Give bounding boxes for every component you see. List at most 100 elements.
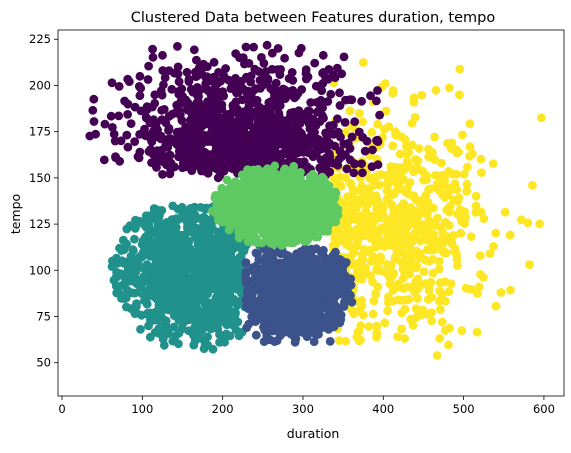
data-point xyxy=(111,272,121,282)
data-point xyxy=(318,50,328,60)
data-point xyxy=(410,113,420,122)
data-point xyxy=(177,202,187,212)
data-point xyxy=(471,208,481,217)
data-point xyxy=(157,277,167,287)
data-point xyxy=(436,305,445,315)
data-point xyxy=(251,248,261,258)
data-point xyxy=(440,193,450,202)
data-point xyxy=(321,317,331,327)
data-point xyxy=(360,262,370,272)
data-point xyxy=(418,195,428,204)
data-point xyxy=(298,328,308,337)
data-point xyxy=(158,50,167,60)
data-point xyxy=(217,183,227,193)
data-point xyxy=(295,174,305,184)
data-point xyxy=(252,201,261,210)
data-point xyxy=(298,197,307,207)
data-point xyxy=(271,265,281,275)
data-point xyxy=(116,281,126,291)
data-point xyxy=(466,232,476,242)
data-point xyxy=(369,192,379,202)
data-point xyxy=(402,141,411,151)
data-point xyxy=(115,156,125,166)
data-point xyxy=(341,95,350,105)
data-point xyxy=(433,213,442,223)
data-point xyxy=(203,340,213,350)
data-point xyxy=(299,226,309,236)
data-point xyxy=(132,308,142,318)
data-point xyxy=(458,130,467,140)
data-point xyxy=(120,96,129,106)
data-point xyxy=(411,304,421,313)
data-point xyxy=(399,227,409,237)
data-point xyxy=(359,310,368,320)
data-point xyxy=(347,297,357,307)
data-point xyxy=(159,105,169,114)
data-point xyxy=(295,269,304,279)
data-point xyxy=(246,110,256,120)
x-tick-label: 400 xyxy=(372,402,394,416)
data-point xyxy=(126,119,136,128)
data-point xyxy=(328,158,338,168)
data-point xyxy=(358,117,367,127)
data-point xyxy=(434,296,444,306)
data-point xyxy=(99,155,109,165)
data-point xyxy=(350,214,360,224)
data-point xyxy=(381,171,391,180)
data-point xyxy=(296,43,306,53)
data-point xyxy=(400,304,410,314)
data-point xyxy=(441,296,450,306)
data-point xyxy=(342,164,352,174)
data-point xyxy=(362,223,372,233)
data-point xyxy=(157,115,167,125)
data-point xyxy=(174,339,183,349)
data-point xyxy=(236,76,246,86)
data-point xyxy=(364,322,374,331)
data-point xyxy=(463,162,472,172)
data-point xyxy=(255,84,265,93)
data-point xyxy=(424,286,434,295)
data-point xyxy=(208,304,218,313)
data-point xyxy=(341,229,350,239)
data-point xyxy=(277,241,287,250)
data-point xyxy=(333,127,343,137)
data-point xyxy=(357,159,366,169)
data-point xyxy=(259,290,268,300)
data-point xyxy=(179,233,189,242)
data-point xyxy=(241,273,251,282)
data-point xyxy=(267,207,277,217)
data-point xyxy=(330,317,340,327)
data-point xyxy=(450,247,459,256)
data-point xyxy=(318,103,327,113)
data-point xyxy=(461,213,470,222)
data-point xyxy=(248,165,258,175)
data-point xyxy=(262,165,272,175)
data-point xyxy=(424,185,434,195)
data-point xyxy=(324,181,334,191)
data-point xyxy=(399,175,408,185)
data-point xyxy=(163,239,173,249)
data-point xyxy=(372,205,382,214)
data-point xyxy=(251,330,261,340)
data-point xyxy=(218,192,227,202)
data-point xyxy=(199,160,209,170)
data-point xyxy=(339,302,349,311)
data-point xyxy=(252,266,262,276)
data-point xyxy=(308,152,318,162)
data-point xyxy=(308,114,318,124)
data-point xyxy=(438,227,448,237)
data-point xyxy=(203,86,213,96)
data-point xyxy=(358,58,368,67)
data-point xyxy=(347,132,357,142)
data-point xyxy=(299,207,309,217)
y-tick-label: 200 xyxy=(29,78,51,92)
data-point xyxy=(212,140,222,150)
data-point xyxy=(398,273,408,283)
data-point xyxy=(253,135,263,145)
data-point xyxy=(165,247,175,257)
data-point xyxy=(471,191,481,201)
data-point xyxy=(275,101,285,111)
data-point xyxy=(372,96,381,106)
data-point xyxy=(142,215,151,225)
